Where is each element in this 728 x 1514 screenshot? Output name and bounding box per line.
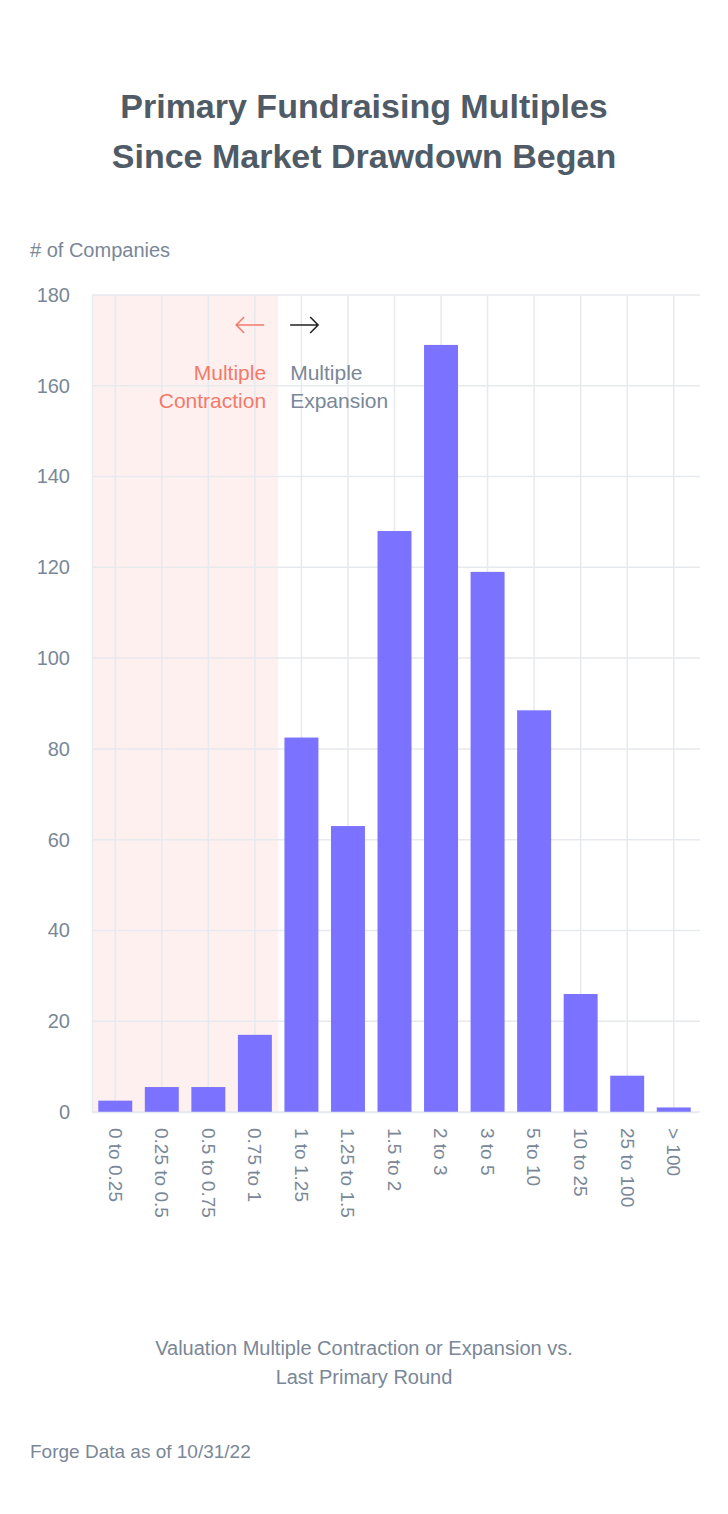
y-tick-label: 100 (37, 647, 70, 669)
grid-line-y (92, 294, 700, 296)
x-tick: 2 to 3 (430, 1112, 451, 1176)
grid-line-x (626, 295, 628, 1112)
y-tick: 120 (37, 556, 92, 578)
y-tick: 20 (48, 1010, 92, 1032)
bar (331, 826, 365, 1112)
x-tick-label: 0.25 to 0.5 (151, 1128, 172, 1218)
y-tick: 40 (48, 919, 92, 941)
y-tick-label: 0 (59, 1101, 70, 1123)
bar (98, 1101, 132, 1112)
annotation: Multiple (290, 361, 362, 384)
arrows (236, 317, 318, 333)
bar (657, 1107, 691, 1112)
bar (145, 1087, 179, 1112)
chart-title: Since Market Drawdown Began (112, 137, 616, 175)
chart-title: Primary Fundraising Multiples (120, 87, 607, 125)
y-tick: 180 (37, 284, 92, 306)
grid-line-x (115, 295, 117, 1112)
contraction-region (92, 295, 278, 1112)
bar (424, 345, 458, 1112)
x-tick-label: 0.5 to 0.75 (198, 1128, 219, 1218)
y-axis-line (92, 296, 94, 1113)
y-tick: 80 (48, 738, 92, 760)
y-tick-label: 160 (37, 375, 70, 397)
x-tick-label: 5 to 10 (523, 1128, 544, 1186)
x-tick-label: 1 to 1.25 (291, 1128, 312, 1202)
grid-line-x (208, 295, 210, 1112)
y-tick-label: 40 (48, 919, 70, 941)
annotation: Multiple (194, 361, 266, 384)
y-tick-label: 180 (37, 284, 70, 306)
y-tick: 100 (37, 647, 92, 669)
grid-line-x (254, 295, 256, 1112)
annotation: Contraction (159, 389, 266, 412)
x-tick-label: 0 to 0.25 (105, 1128, 126, 1202)
bar (284, 738, 318, 1112)
y-tick-label: 80 (48, 738, 70, 760)
y-tick-label: 20 (48, 1010, 70, 1032)
x-tick-label: 25 to 100 (617, 1128, 638, 1207)
bars (98, 345, 690, 1112)
chart-container: Primary Fundraising Multiples Since Marke… (0, 0, 728, 1514)
x-tick: 5 to 10 (523, 1112, 544, 1186)
x-tick: 0 to 0.25 (105, 1112, 126, 1202)
y-axis: 0 20 40 60 80 100 120 140 160 180 (37, 284, 93, 1123)
x-tick: > 100 (663, 1112, 684, 1176)
x-axis: 0 to 0.25 0.25 to 0.5 0.5 to 0.75 0.75 to 1… (93, 1112, 698, 1218)
grid-line-x (580, 295, 582, 1112)
x-tick: 1.25 to 1.5 (337, 1112, 358, 1218)
x-axis-line (93, 1112, 698, 1114)
y-tick: 60 (48, 829, 92, 851)
x-tick: 0.75 to 1 (244, 1112, 265, 1202)
x-tick: 0.5 to 0.75 (198, 1112, 219, 1218)
x-tick: 1.5 to 2 (384, 1112, 405, 1191)
x-tick: 10 to 25 (570, 1112, 591, 1197)
arrow-right (290, 317, 318, 333)
y-tick-label: 120 (37, 556, 70, 578)
y-tick: 160 (37, 375, 92, 397)
x-tick-label: 1.5 to 2 (384, 1128, 405, 1191)
bar (564, 994, 598, 1112)
arrow-left (236, 317, 264, 333)
chart-svg: Primary Fundraising Multiples Since Marke… (0, 0, 728, 1514)
bar (238, 1035, 272, 1112)
y-tick-label: 60 (48, 829, 70, 851)
grid-line-x (673, 295, 675, 1112)
grid-line-x (161, 295, 163, 1112)
x-axis-title: Last Primary Round (276, 1366, 453, 1388)
annotation: Expansion (290, 389, 388, 412)
x-tick-label: 10 to 25 (570, 1128, 591, 1197)
bar (517, 710, 551, 1112)
x-tick-label: 0.75 to 1 (244, 1128, 265, 1202)
x-axis-title: Valuation Multiple Contraction or Expans… (155, 1337, 573, 1359)
source-note: Forge Data as of 10/31/22 (30, 1441, 251, 1462)
x-tick: 25 to 100 (617, 1112, 638, 1207)
x-tick-label: 1.25 to 1.5 (337, 1128, 358, 1218)
bar (610, 1076, 644, 1112)
x-tick-label: 3 to 5 (477, 1128, 498, 1176)
y-tick: 140 (37, 465, 92, 487)
x-tick-label: > 100 (663, 1128, 684, 1176)
x-tick: 3 to 5 (477, 1112, 498, 1176)
x-tick-label: 2 to 3 (430, 1128, 451, 1176)
grid-line-y (92, 476, 700, 478)
y-tick-label: 140 (37, 465, 70, 487)
bar (191, 1087, 225, 1112)
bar (378, 531, 412, 1112)
grid (92, 295, 700, 1112)
x-tick: 1 to 1.25 (291, 1112, 312, 1202)
y-axis-title: # of Companies (30, 239, 170, 261)
grid-line-y (92, 385, 700, 387)
bar (471, 572, 505, 1112)
y-tick: 0 (59, 1101, 92, 1123)
x-tick: 0.25 to 0.5 (151, 1112, 172, 1218)
